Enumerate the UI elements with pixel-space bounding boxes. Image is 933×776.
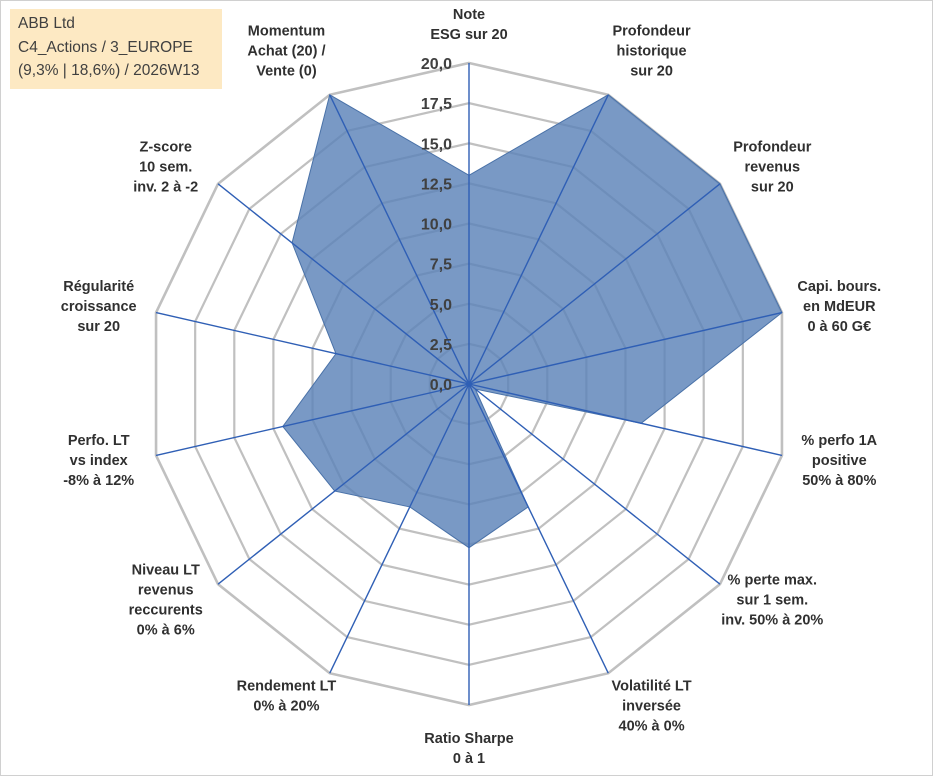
axis-label: Rendement LT 0% à 20%: [237, 679, 337, 715]
tick-label: 0,0: [430, 377, 452, 394]
axis-label: Profondeur revenus sur 20: [733, 140, 811, 196]
tick-label: 7,5: [430, 257, 452, 274]
axis-labels: Note ESG sur 20 Profondeur historique sur 20…: [61, 7, 881, 767]
tick-label: 5,0: [430, 297, 452, 314]
axis-spoke: [155, 311, 470, 385]
axis-spoke: [468, 311, 783, 385]
axis-label: Z-score 10 sem. inv. 2 à -2: [133, 140, 198, 196]
tick-label: 20,0: [421, 56, 452, 73]
axis-spoke: [155, 383, 470, 457]
radial-tick-labels: 0,0 2,5 5,0 7,5 10,0 12,5 15,0 17,5 20,0: [421, 56, 452, 394]
axis-spoke: [468, 383, 609, 674]
axis-spoke: [217, 183, 470, 385]
data-polygon: [282, 94, 783, 549]
axis-label: Note ESG sur 20: [430, 7, 507, 43]
axis-spoke: [468, 383, 721, 585]
period-stats: (9,3% | 18,6%) / 2026W13: [18, 62, 200, 79]
axis-label: Perfo. LT vs index -8% à 12%: [63, 433, 134, 489]
axis-spoke: [468, 94, 609, 385]
axis-spoke: [329, 383, 470, 674]
axis-label: % perfo 1A positive 50% à 80%: [801, 433, 877, 489]
axis-label: Capi. bours. en MdEUR 0 à 60 G€: [797, 279, 881, 335]
info-box: ABB Ltd C4_Actions / 3_EUROPE (9,3% | 18…: [10, 9, 222, 89]
axis-spoke: [468, 183, 721, 385]
axis-spoke: [329, 94, 470, 385]
axis-spoke: [468, 383, 783, 457]
axis-spoke: [217, 383, 470, 585]
axis-label: Volatilité LT inversée 40% à 0%: [612, 679, 692, 735]
tick-label: 2,5: [430, 337, 452, 354]
category-path: C4_Actions / 3_EUROPE: [18, 38, 193, 56]
axis-label: Profondeur historique sur 20: [612, 23, 690, 79]
radar-spokes: [155, 63, 783, 705]
tick-label: 15,0: [421, 136, 452, 153]
axis-label: Momentum Achat (20) / Vente (0): [247, 23, 325, 79]
tick-label: 17,5: [421, 96, 452, 113]
axis-label: Niveau LT revenus reccurents 0% à 6%: [129, 562, 203, 638]
company-name: ABB Ltd: [18, 15, 75, 32]
tick-label: 12,5: [421, 176, 452, 193]
axis-label: Ratio Sharpe 0 à 1: [424, 731, 513, 767]
axis-label: Régularité croissance sur 20: [61, 279, 137, 335]
axis-label: % perte max. sur 1 sem. inv. 50% à 20%: [721, 572, 823, 628]
tick-label: 10,0: [421, 217, 452, 234]
